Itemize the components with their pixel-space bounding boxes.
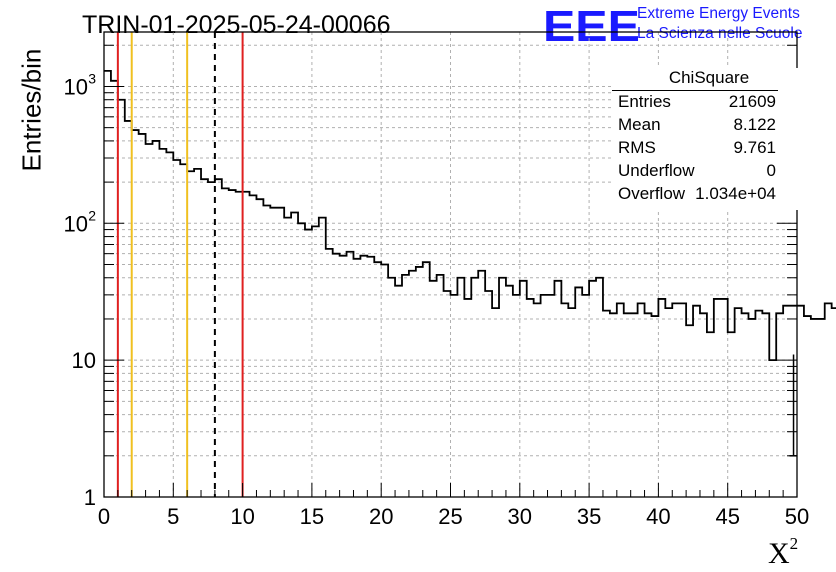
y-tick-label: 10 — [64, 74, 88, 99]
x-axis-label-base: X — [768, 537, 790, 570]
x-tick-label: 5 — [167, 504, 179, 529]
stats-divider — [612, 90, 778, 91]
marker-lines — [116, 32, 244, 497]
x-tick-label: 30 — [508, 504, 532, 529]
x-tick-label: 35 — [577, 504, 601, 529]
stats-key: Overflow — [618, 184, 686, 203]
x-tick-label: 50 — [785, 504, 809, 529]
stats-value: 21609 — [728, 92, 776, 111]
x-axis-label-superscript: 2 — [789, 534, 799, 553]
stats-key: RMS — [618, 138, 656, 157]
x-tick-label: 10 — [230, 504, 254, 529]
stats-box: ChiSquare Entries 21609 Mean 8.122 RMS 9.76… — [612, 68, 806, 210]
y-tick-exponent: 2 — [88, 207, 96, 223]
stats-value: 8.122 — [733, 115, 776, 134]
stats-row-mean: Mean 8.122 — [618, 115, 776, 137]
stats-value: 0 — [766, 161, 776, 180]
x-tick-label: 0 — [98, 504, 110, 529]
stats-row-overflow: Overflow 1.034e+04 — [618, 184, 776, 206]
stats-key: Underflow — [618, 161, 695, 180]
x-tick-label: 40 — [646, 504, 670, 529]
stats-row-underflow: Underflow 0 — [618, 161, 776, 183]
x-tick-label: 20 — [369, 504, 393, 529]
stats-header: ChiSquare — [668, 68, 750, 87]
stats-key: Mean — [618, 115, 661, 134]
x-tick-label: 25 — [438, 504, 462, 529]
y-tick-label: 10 — [64, 211, 88, 236]
stats-row-rms: RMS 9.761 — [618, 138, 776, 160]
stats-value: 1.034e+04 — [695, 184, 776, 203]
logo-line-1: Extreme Energy Events — [637, 5, 800, 22]
chart-title: TRIN-01-2025-05-24-00066 — [82, 11, 391, 39]
x-tick-label: 15 — [300, 504, 324, 529]
stats-key: Entries — [618, 92, 671, 111]
x-tick-label: 45 — [715, 504, 739, 529]
y-tick-label: 1 — [84, 485, 96, 510]
y-tick-exponent: 3 — [88, 70, 96, 86]
eee-logo: EEE — [543, 2, 640, 51]
y-tick-label: 10 — [72, 348, 96, 373]
logo-line-2: La Scienza nelle Scuole — [637, 25, 803, 42]
stats-value: 9.761 — [733, 138, 776, 157]
x-axis-label: X2 — [768, 534, 799, 571]
stats-row-entries: Entries 21609 — [618, 92, 776, 114]
histogram-line — [104, 69, 836, 362]
